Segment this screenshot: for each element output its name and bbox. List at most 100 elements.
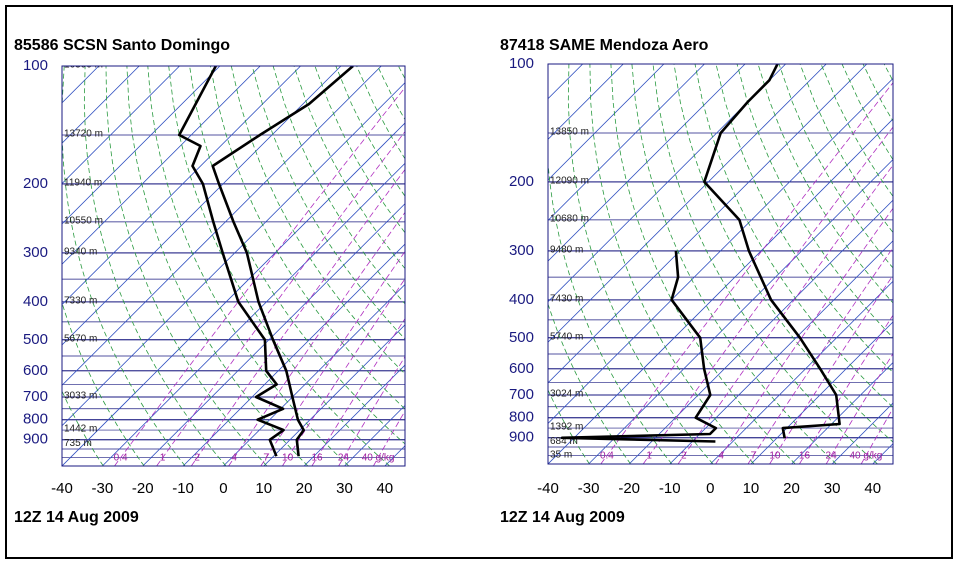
y-tick-label: 600 xyxy=(509,360,534,377)
dry-adiabat xyxy=(105,66,268,466)
height-label: 10550 m xyxy=(64,216,103,227)
profile-line xyxy=(703,64,841,439)
dry-adiabat xyxy=(168,66,390,466)
chart-title: 85586 SCSN Santo Domingo xyxy=(14,37,230,54)
isotherm xyxy=(62,122,405,466)
mixing-ratio-label: 40 g/kg xyxy=(849,451,882,462)
isotherm xyxy=(62,66,180,185)
mixing-ratio-line xyxy=(825,352,893,464)
isotherm xyxy=(223,283,405,466)
y-tick-label: 400 xyxy=(23,293,48,310)
mixing-ratio-line xyxy=(114,86,405,466)
isotherm xyxy=(548,64,624,140)
mixing-ratio-line xyxy=(228,211,405,466)
height-label: 35 m xyxy=(550,449,572,460)
height-label: 3033 m xyxy=(64,391,97,402)
mixing-ratio-line xyxy=(860,407,893,464)
isotherm xyxy=(62,66,261,265)
dry-adiabat xyxy=(230,66,405,375)
y-tick-label: 400 xyxy=(509,291,534,308)
isotherm xyxy=(102,162,405,466)
dry-adiabat xyxy=(83,66,227,466)
isotherm xyxy=(62,66,221,225)
mixing-ratio-label: 4 xyxy=(718,451,724,462)
height-label: 1442 m xyxy=(64,424,97,435)
height-label: 7330 m xyxy=(64,295,97,306)
isotherm xyxy=(548,64,827,343)
x-tick-label: 40 xyxy=(376,480,393,497)
frame xyxy=(5,5,953,559)
dry-adiabat xyxy=(62,66,186,466)
dry-adiabat xyxy=(293,66,405,270)
dry-adiabat xyxy=(757,64,893,304)
plot-border xyxy=(61,65,406,467)
x-tick-label: -10 xyxy=(172,480,194,497)
mixing-ratio-line xyxy=(373,410,405,466)
x-tick-label: -40 xyxy=(537,480,559,497)
dry-adiabat xyxy=(652,64,878,464)
x-tick-label: 0 xyxy=(706,480,714,497)
y-tick-label: 500 xyxy=(509,329,534,346)
y-tick-label: 700 xyxy=(23,388,48,405)
y-tick-label: 900 xyxy=(509,429,534,446)
dry-adiabat xyxy=(62,390,104,466)
y-tick-label: 600 xyxy=(23,362,48,379)
mixing-ratio-label: 4 xyxy=(231,453,237,464)
mixing-ratio-label: 0.4 xyxy=(114,453,128,464)
skewt-chart: 85586 SCSN Santo Domingo 12Z 14 Aug 2009 0… xyxy=(14,37,406,526)
isotherm xyxy=(62,82,405,427)
skewt-chart: 87418 SAME Mendoza Aero 12Z 14 Aug 2009 0.… xyxy=(500,37,894,526)
isotherm xyxy=(750,321,893,464)
height-label: 5670 m xyxy=(64,333,97,344)
height-label: 11940 m xyxy=(64,178,102,189)
chart-date: 12Z 14 Aug 2009 xyxy=(14,509,139,526)
isotherm xyxy=(548,77,893,424)
height-label: 10680 m xyxy=(550,214,589,225)
mixing-ratio-label: 1 xyxy=(646,451,652,462)
height-label: 13850 m xyxy=(550,127,589,138)
y-tick-label: 300 xyxy=(23,244,48,261)
mixing-ratio-line xyxy=(600,82,893,464)
mixing-ratio-line xyxy=(260,250,405,466)
isotherm xyxy=(62,66,301,306)
y-tick-label: 800 xyxy=(23,411,48,428)
height-label: 9480 m xyxy=(550,245,583,256)
mixing-ratio-label: 2 xyxy=(194,453,200,464)
x-tick-label: -30 xyxy=(92,480,114,497)
mixing-ratio-line xyxy=(190,168,405,466)
height-label: 684 m xyxy=(550,436,578,447)
height-label: 1392 m xyxy=(550,422,583,433)
height-label: 16300 m xyxy=(64,60,103,71)
x-tick-label: 10 xyxy=(743,480,760,497)
dry-adiabat xyxy=(548,389,590,464)
isotherm xyxy=(182,243,405,466)
isotherm xyxy=(791,361,893,464)
y-tick-label: 500 xyxy=(23,331,48,348)
height-label: 9340 m xyxy=(64,247,97,258)
x-tick-label: 30 xyxy=(824,480,841,497)
chart-title: 87418 SAME Mendoza Aero xyxy=(500,37,709,54)
dry-adiabat xyxy=(736,64,893,339)
dry-adiabat xyxy=(631,64,837,464)
mixing-ratio-label: 1 xyxy=(160,453,166,464)
mixing-ratio-line xyxy=(677,164,893,464)
dry-adiabat xyxy=(589,64,755,464)
x-tick-label: 10 xyxy=(255,480,272,497)
x-tick-label: 40 xyxy=(864,480,881,497)
isotherm xyxy=(548,64,665,181)
height-label: 13720 m xyxy=(64,129,103,140)
isotherm xyxy=(548,64,786,303)
isotherm xyxy=(62,66,382,386)
mixing-ratio-line xyxy=(769,274,893,464)
height-label: 3024 m xyxy=(550,389,583,400)
y-tick-label: 100 xyxy=(509,55,534,72)
y-tick-label: 800 xyxy=(509,409,534,426)
x-tick-label: 0 xyxy=(219,480,227,497)
x-tick-label: -40 xyxy=(51,480,73,497)
mixing-ratio-label: 16 xyxy=(799,451,811,462)
x-tick-label: -30 xyxy=(578,480,600,497)
isotherm xyxy=(548,64,705,222)
profile-line xyxy=(177,66,285,457)
